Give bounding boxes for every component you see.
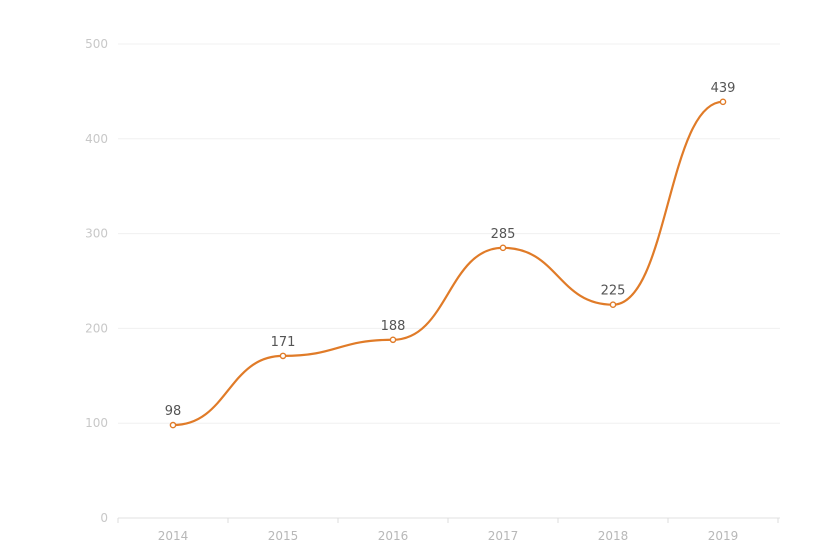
data-point-2014[interactable]	[169, 421, 177, 429]
data-label-2016: 188	[381, 319, 406, 334]
x-axis: 2014 2015 2016 2017 2018 2019	[117, 517, 780, 543]
series-area	[171, 100, 725, 427]
data-point-2018[interactable]	[609, 301, 617, 309]
data-label-2019: 439	[711, 81, 736, 96]
y-tick-label-400: 400	[85, 132, 108, 146]
data-label-2015: 171	[271, 335, 296, 350]
y-tick-label-500: 500	[85, 37, 108, 51]
data-label-2014: 98	[165, 404, 182, 419]
data-point-2015[interactable]	[279, 352, 287, 360]
x-tick-label-2017: 2017	[488, 529, 519, 543]
x-tick-label-2016: 2016	[378, 529, 409, 543]
y-tick-label-100: 100	[85, 416, 108, 430]
data-label-2017: 285	[491, 227, 516, 242]
data-point-2017[interactable]	[499, 244, 507, 252]
x-tick-label-2015: 2015	[268, 529, 299, 543]
data-points	[169, 98, 727, 429]
data-point-2016[interactable]	[389, 336, 397, 344]
data-point-2019[interactable]	[719, 98, 727, 106]
series-line-0	[171, 100, 725, 427]
data-label-2018: 225	[601, 284, 626, 299]
y-tick-label-0: 0	[100, 511, 108, 525]
gridlines	[118, 43, 780, 424]
y-tick-label-300: 300	[85, 227, 108, 241]
x-tick-label-2018: 2018	[598, 529, 629, 543]
data-labels: 98 171 188 285 225 439	[165, 81, 736, 419]
x-tick-label-2019: 2019	[708, 529, 739, 543]
y-tick-label-200: 200	[85, 321, 108, 335]
x-tick-label-2014: 2014	[158, 529, 189, 543]
y-axis: 0 100 200 300 400 500	[85, 37, 108, 525]
